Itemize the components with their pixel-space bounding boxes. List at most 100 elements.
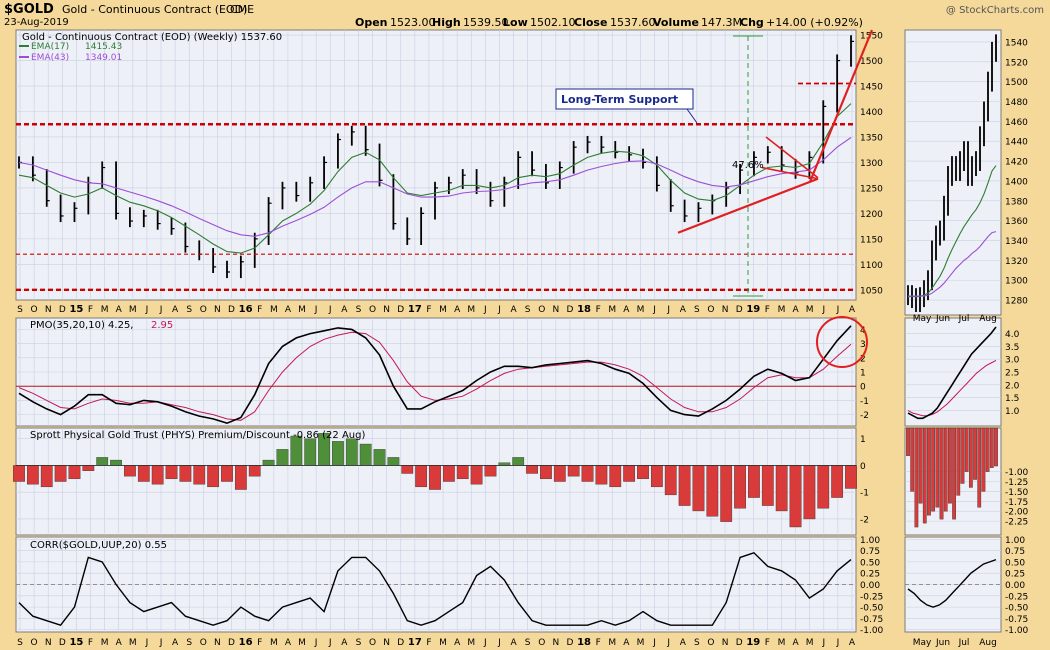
x-tick-label-bottom: F bbox=[257, 638, 262, 648]
premium-bar bbox=[678, 465, 691, 506]
recent-premium-bar bbox=[964, 427, 969, 472]
x-tick-label-bottom: M bbox=[806, 638, 814, 648]
x-tick-label-bottom: J bbox=[159, 638, 163, 648]
x-tick-label: M bbox=[101, 305, 109, 315]
pennant-upper bbox=[765, 136, 819, 179]
x-tick-label-bottom: D bbox=[566, 638, 573, 648]
recent-premium-bar bbox=[906, 427, 910, 456]
x-tick-label-bottom: J bbox=[328, 638, 332, 648]
premium-bar bbox=[82, 465, 95, 472]
premium-bar bbox=[775, 465, 788, 512]
y-tick-label-recent-pmo: 4.0 bbox=[1005, 330, 1020, 340]
header-chg-label: Chg bbox=[740, 16, 764, 29]
y-tick-label-pmo: 4 bbox=[860, 326, 866, 336]
y-tick-label-corr: -0.50 bbox=[860, 604, 884, 614]
header-high-label: High bbox=[432, 16, 461, 29]
y-tick-label-price: 1350 bbox=[860, 133, 883, 143]
y-tick-label-pmo: 2 bbox=[860, 354, 866, 364]
premium-bar bbox=[151, 465, 164, 485]
x-tick-label-bottom: A bbox=[116, 638, 123, 648]
x-tick-label: F bbox=[765, 305, 770, 315]
premium-bar bbox=[373, 449, 386, 466]
premium-bar bbox=[26, 465, 39, 485]
premium-bar bbox=[567, 465, 580, 477]
x-tick-label-bottom: A bbox=[849, 638, 856, 648]
recent-premium-bar bbox=[910, 427, 915, 492]
recent-premium-bar bbox=[927, 427, 931, 516]
trendline-steep bbox=[808, 29, 874, 183]
recent-x-tick-label: Aug bbox=[979, 314, 997, 324]
x-tick-label-bottom: J bbox=[497, 638, 501, 648]
legend-ema17-name: EMA(17) bbox=[31, 42, 69, 52]
x-tick-label: M bbox=[270, 305, 278, 315]
header-close-label: Close bbox=[574, 16, 607, 29]
y-tick-label-recent-premium: -2.00 bbox=[1005, 508, 1029, 518]
premium-bar bbox=[54, 465, 67, 482]
x-tick-label: J bbox=[483, 305, 487, 315]
premium-bar bbox=[595, 465, 608, 485]
x-tick-label-bottom: N bbox=[45, 638, 52, 648]
y-tick-label-recent-corr: 1.00 bbox=[1005, 536, 1025, 546]
header-volume: 147.3M bbox=[701, 16, 742, 29]
x-tick-label: D bbox=[59, 305, 66, 315]
x-tick-label-bottom: O bbox=[369, 638, 376, 648]
y-tick-label-recent-corr: 0.50 bbox=[1005, 558, 1025, 568]
ema43-line bbox=[18, 137, 852, 237]
annotation-percent: 47.6% bbox=[732, 160, 764, 171]
x-tick-label: M bbox=[608, 305, 616, 315]
y-tick-label-recent-price: 1380 bbox=[1005, 197, 1028, 207]
y-tick-label-recent-price: 1280 bbox=[1005, 297, 1028, 307]
premium-bar bbox=[415, 465, 428, 488]
panel-recent-price bbox=[904, 29, 1002, 316]
premium-bar bbox=[456, 465, 469, 480]
x-tick-label: O bbox=[707, 305, 714, 315]
y-tick-label-pmo: 0 bbox=[860, 383, 866, 393]
header-volume-label: Volume bbox=[653, 16, 699, 29]
annotation-long-term-support: Long-Term Support bbox=[561, 93, 678, 106]
y-tick-label-pmo: 3 bbox=[860, 340, 866, 350]
y-tick-label-recent-price: 1340 bbox=[1005, 237, 1028, 247]
x-tick-label-bottom: D bbox=[59, 638, 66, 648]
recent-premium-bar bbox=[935, 427, 940, 508]
y-tick-label-recent-price: 1460 bbox=[1005, 118, 1028, 128]
x-tick-label: M bbox=[778, 305, 786, 315]
x-tick-label: N bbox=[383, 305, 390, 315]
x-tick-label: O bbox=[369, 305, 376, 315]
y-tick-label-corr: 0.25 bbox=[860, 570, 880, 580]
x-tick-label: A bbox=[116, 305, 123, 315]
y-tick-label-corr: 0.75 bbox=[860, 547, 880, 557]
x-tick-label-bottom: A bbox=[172, 638, 179, 648]
x-tick-label-bottom: J bbox=[836, 638, 840, 648]
watermark: @ StockCharts.com bbox=[946, 5, 1044, 16]
x-tick-label: A bbox=[793, 305, 800, 315]
y-tick-label-recent-pmo: 1.5 bbox=[1005, 394, 1019, 404]
x-tick-label-bottom: F bbox=[426, 638, 431, 648]
y-tick-label-recent-corr: -0.75 bbox=[1005, 615, 1028, 625]
header-open-label: Open bbox=[355, 16, 388, 29]
x-tick-label-bottom: A bbox=[341, 638, 348, 648]
premium-bar bbox=[734, 465, 746, 509]
x-tick-label-bottom: M bbox=[129, 638, 137, 648]
recent-corr-line bbox=[907, 558, 997, 608]
y-tick-label-recent-corr: -0.50 bbox=[1005, 604, 1029, 614]
premium-bar bbox=[831, 465, 844, 498]
y-tick-label-recent-price: 1300 bbox=[1005, 277, 1028, 287]
header-date: 23-Aug-2019 bbox=[4, 17, 69, 28]
y-tick-label-corr: 1.00 bbox=[860, 536, 880, 546]
premium-bar bbox=[692, 465, 705, 512]
y-tick-label-price: 1550 bbox=[860, 32, 883, 42]
x-tick-label-bottom: J bbox=[821, 638, 825, 648]
x-tick-label: 15 bbox=[69, 304, 83, 315]
premium-bar bbox=[817, 465, 830, 509]
header-name: Gold - Continuous Contract (EOD) bbox=[62, 3, 247, 16]
premium-bar bbox=[276, 449, 289, 466]
x-tick-label-bottom: J bbox=[666, 638, 670, 648]
premium-bar bbox=[248, 465, 261, 477]
premium-bar bbox=[845, 465, 857, 489]
x-tick-label: J bbox=[314, 305, 318, 315]
pmo-line bbox=[18, 325, 852, 425]
x-tick-label: O bbox=[538, 305, 545, 315]
x-tick-label: S bbox=[17, 305, 23, 315]
premium-bar bbox=[359, 443, 372, 466]
premium-bar bbox=[581, 465, 594, 482]
